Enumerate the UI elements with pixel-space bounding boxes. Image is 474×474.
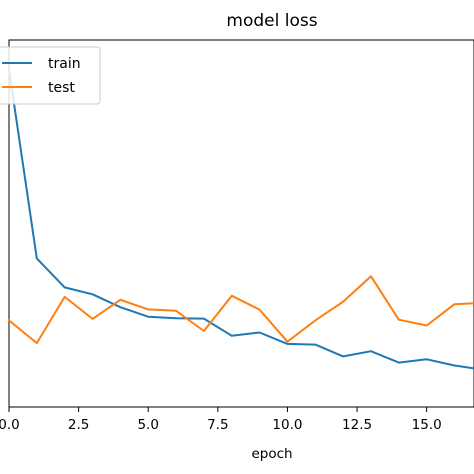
x-tick-label: 15.0 (412, 417, 442, 433)
legend-label-train: train (48, 56, 81, 72)
plot-area (8, 39, 474, 408)
x-tick-label: 7.5 (207, 417, 228, 433)
legend-label-test: test (48, 80, 75, 96)
x-axis-ticks: 0.02.55.07.510.012.515.017.5 (0, 407, 442, 433)
x-axis-label: epoch (251, 446, 292, 462)
legend: train test (0, 46, 101, 105)
plot-frame (8, 39, 474, 408)
x-tick-label: 10.0 (272, 417, 302, 433)
x-tick-label: 0.0 (0, 417, 20, 433)
series-line-test (8, 275, 474, 345)
chart-title: model loss (226, 11, 317, 31)
legend-box (0, 46, 101, 105)
x-tick-label: 2.5 (68, 417, 89, 433)
series-line-train (8, 68, 474, 370)
x-tick-label: 12.5 (342, 417, 372, 433)
x-tick-label: 5.0 (137, 417, 158, 433)
